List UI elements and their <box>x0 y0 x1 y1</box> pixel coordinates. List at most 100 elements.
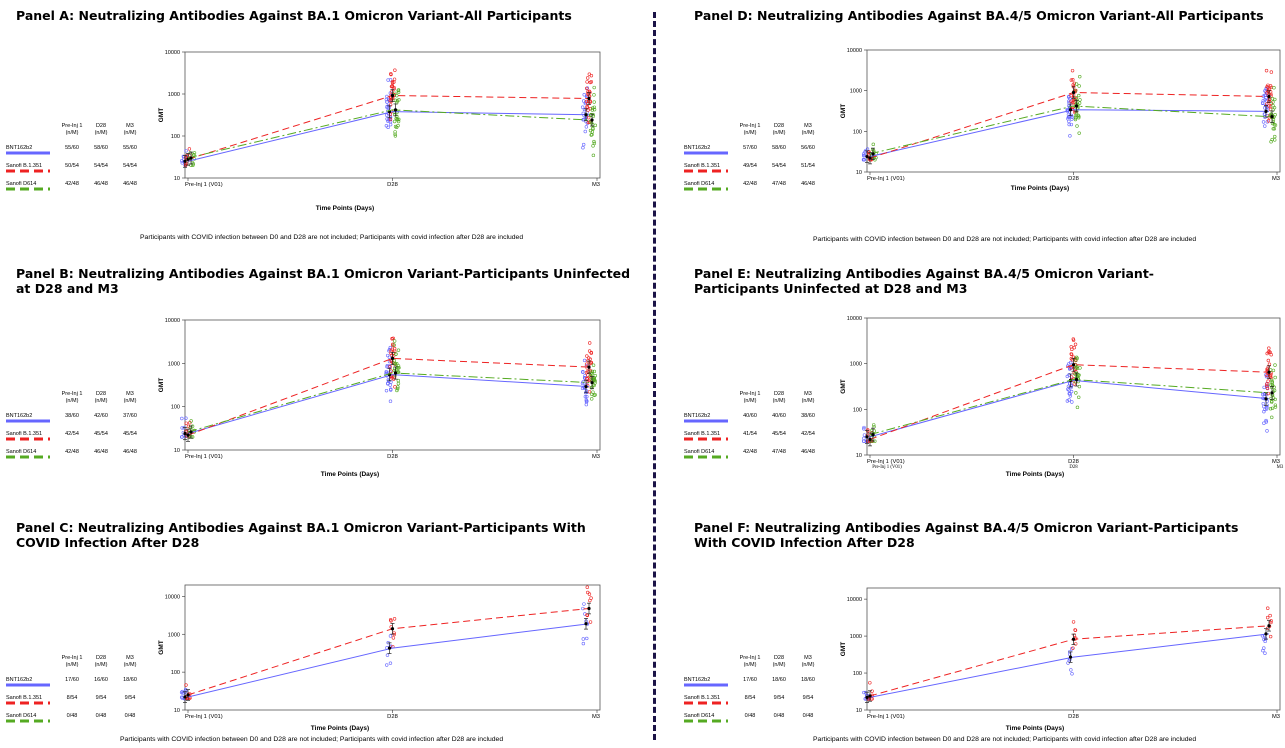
y-tick-label: 100 <box>171 405 180 411</box>
table-header: (n/M) <box>66 398 79 404</box>
x-tick-label: D28 <box>387 182 398 188</box>
y-axis-label: GMT <box>840 642 847 656</box>
table-header: Pre-Inj 1 <box>740 123 761 129</box>
subject-point <box>1074 358 1078 362</box>
subject-point <box>392 343 396 347</box>
gmt-point <box>584 113 588 117</box>
table-header: (n/M) <box>744 662 757 668</box>
subject-point <box>391 636 396 640</box>
gmt-point <box>590 380 594 385</box>
table-header: Pre-Inj 1 <box>740 391 761 397</box>
subject-point <box>862 153 866 158</box>
subject-point <box>584 362 589 366</box>
x-tick-label: M3 <box>592 714 600 720</box>
subject-point <box>1065 399 1070 403</box>
count-cell: 8/54 <box>67 695 78 701</box>
count-cell: 42/54 <box>801 431 815 437</box>
subject-point <box>591 126 595 130</box>
subject-point <box>591 153 596 158</box>
subject-point <box>1071 78 1075 82</box>
subject-point <box>1273 375 1277 380</box>
subject-point <box>388 383 392 387</box>
count-cell: 38/60 <box>65 413 79 419</box>
subject-point <box>393 134 398 138</box>
subject-point <box>395 114 399 119</box>
y-tick-label: 10000 <box>847 48 862 54</box>
legend-label: Sanofi D614 <box>684 713 714 719</box>
subject-point <box>384 388 389 393</box>
subject-point <box>1068 394 1073 398</box>
subject-point <box>191 152 196 157</box>
subject-point <box>866 429 870 433</box>
subject-point <box>184 149 188 153</box>
count-cell: 40/60 <box>772 413 786 419</box>
subject-point <box>388 103 393 107</box>
subject-point <box>390 337 394 341</box>
gmt-point <box>393 371 398 375</box>
subject-point <box>390 80 395 84</box>
subject-point <box>585 613 589 617</box>
table-header: (n/M) <box>802 398 815 404</box>
legend-label: Sanofi D614 <box>684 181 714 187</box>
series-line <box>869 105 1270 155</box>
gmt-point <box>189 156 193 160</box>
subject-point <box>1268 634 1273 639</box>
gmt-point <box>587 606 591 611</box>
subject-point <box>585 399 589 403</box>
subject-point <box>392 632 396 637</box>
subject-point <box>864 439 869 443</box>
y-tick-label: 10 <box>174 448 180 454</box>
table-header: (n/M) <box>124 130 137 136</box>
subject-point <box>1074 391 1078 395</box>
count-cell: 0/48 <box>745 713 756 719</box>
subject-point <box>581 145 585 150</box>
subject-point <box>1074 112 1079 117</box>
count-cell: 55/60 <box>123 145 137 151</box>
subject-point <box>583 612 587 616</box>
subject-point <box>1067 398 1071 402</box>
subject-point <box>1073 342 1078 347</box>
panel-title: Panel D: Neutralizing Antibodies Against… <box>694 8 1264 23</box>
subject-point <box>1266 119 1271 123</box>
subject-point <box>585 76 590 80</box>
gmt-point <box>387 646 392 650</box>
subject-point <box>395 99 400 103</box>
count-cell: 42/60 <box>94 413 108 419</box>
table-header: D28 <box>774 391 784 397</box>
subject-point <box>392 87 396 91</box>
subject-point <box>1070 117 1074 121</box>
table-header: (n/M) <box>744 130 757 136</box>
gmt-point <box>1267 624 1271 628</box>
subject-point <box>593 379 597 383</box>
subject-point <box>1066 387 1070 391</box>
subject-point <box>581 641 586 646</box>
subject-point <box>1069 366 1073 370</box>
gmt-point <box>186 693 190 697</box>
count-cell: 42/48 <box>743 449 757 455</box>
subject-point <box>1065 374 1069 379</box>
subject-point <box>865 439 870 443</box>
gmt-point <box>584 622 588 626</box>
y-tick-label: 10 <box>856 170 862 176</box>
table-header: M3 <box>804 123 812 129</box>
subject-point <box>1071 646 1075 650</box>
subject-point <box>862 690 866 695</box>
subject-point <box>593 393 597 397</box>
subject-point <box>591 106 595 110</box>
count-cell: 42/48 <box>65 449 79 455</box>
subject-point <box>394 352 398 356</box>
subject-point <box>1270 378 1274 383</box>
y-tick-label: 1000 <box>850 634 862 640</box>
subject-point <box>1265 104 1269 109</box>
subject-point <box>868 681 872 685</box>
gmt-point <box>1270 391 1274 395</box>
count-cell: 47/48 <box>772 449 786 455</box>
subject-point <box>394 116 398 121</box>
table-header: (n/M) <box>802 130 815 136</box>
subject-point <box>1271 104 1275 108</box>
subject-point <box>862 433 867 437</box>
subject-point <box>1269 92 1273 97</box>
table-header: D28 <box>774 123 784 129</box>
table-header: (n/M) <box>773 130 786 136</box>
